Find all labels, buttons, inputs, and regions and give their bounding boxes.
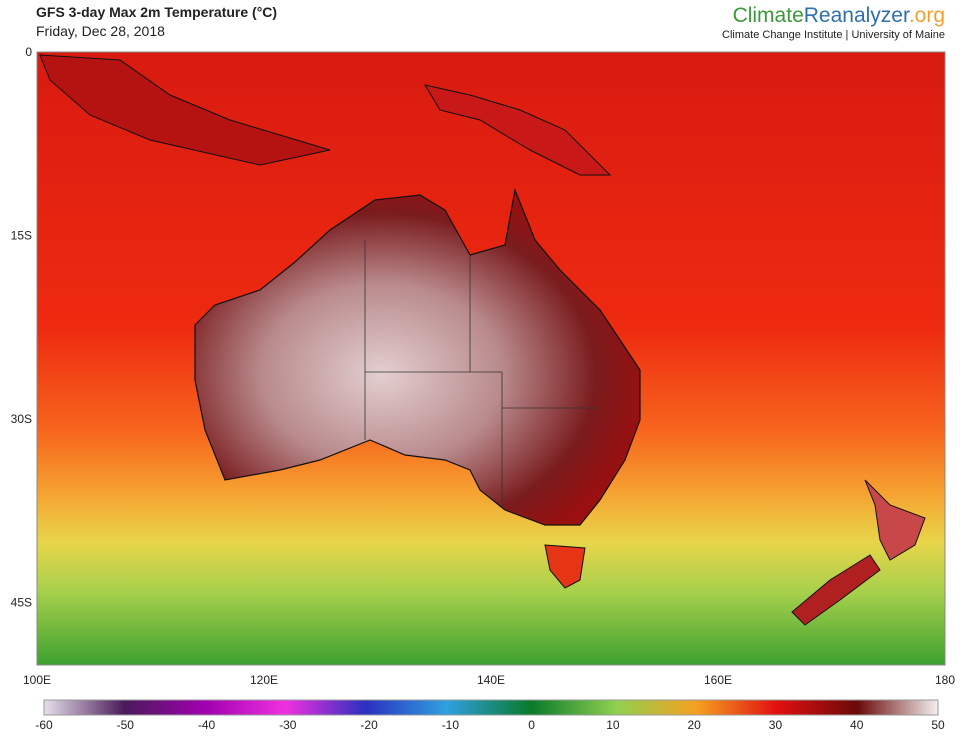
credit: Climate Change Institute | University of… bbox=[722, 29, 945, 41]
colorbar-label: -40 bbox=[198, 718, 216, 732]
colorbar-label: 10 bbox=[606, 718, 620, 732]
logo-part: .org bbox=[909, 4, 945, 27]
lon-label: 180 bbox=[935, 673, 955, 687]
colorbar-label: 50 bbox=[931, 718, 945, 732]
new-zealand bbox=[791, 554, 881, 626]
colorbar-label: -60 bbox=[35, 718, 53, 732]
new-zealand bbox=[864, 479, 926, 561]
colorbar-label: -30 bbox=[279, 718, 297, 732]
colorbar-label: -20 bbox=[360, 718, 378, 732]
colorbar-ticks: -60 -50 -40 -30 -20 -10 0 10 20 30 40 50 bbox=[35, 718, 945, 732]
map bbox=[36, 51, 946, 666]
lon-label: 160E bbox=[704, 673, 732, 687]
state-borders bbox=[364, 240, 600, 505]
logo-part: Reanalyzer bbox=[804, 4, 910, 27]
map-frame bbox=[36, 51, 946, 666]
colorbar-label: 20 bbox=[688, 718, 702, 732]
colorbar-label: 40 bbox=[850, 718, 864, 732]
colorbar-label: -50 bbox=[117, 718, 135, 732]
tasmania bbox=[544, 544, 586, 589]
date: Friday, Dec 28, 2018 bbox=[36, 23, 165, 39]
lat-label: 0 bbox=[25, 45, 32, 59]
lon-label: 100E bbox=[23, 673, 51, 687]
land bbox=[39, 54, 331, 166]
lon-label: 120E bbox=[250, 673, 278, 687]
logo-part: Climate bbox=[733, 4, 804, 27]
title: GFS 3-day Max 2m Temperature (°C) bbox=[36, 4, 277, 20]
lon-axis: 100E 120E 140E 160E 180 bbox=[23, 673, 955, 687]
lat-axis: 0 15S 30S 45S bbox=[11, 45, 33, 610]
land bbox=[423, 84, 612, 176]
australia bbox=[194, 187, 641, 526]
colorbar-label: 30 bbox=[769, 718, 783, 732]
lat-label: 45S bbox=[11, 596, 32, 610]
colorbar-label: 0 bbox=[528, 718, 535, 732]
logo: ClimateReanalyzer.org bbox=[733, 4, 945, 27]
colorbar-label: -10 bbox=[442, 718, 460, 732]
colorbar bbox=[43, 699, 939, 716]
lon-label: 140E bbox=[477, 673, 505, 687]
lat-label: 30S bbox=[11, 412, 32, 426]
lat-label: 15S bbox=[11, 229, 32, 243]
